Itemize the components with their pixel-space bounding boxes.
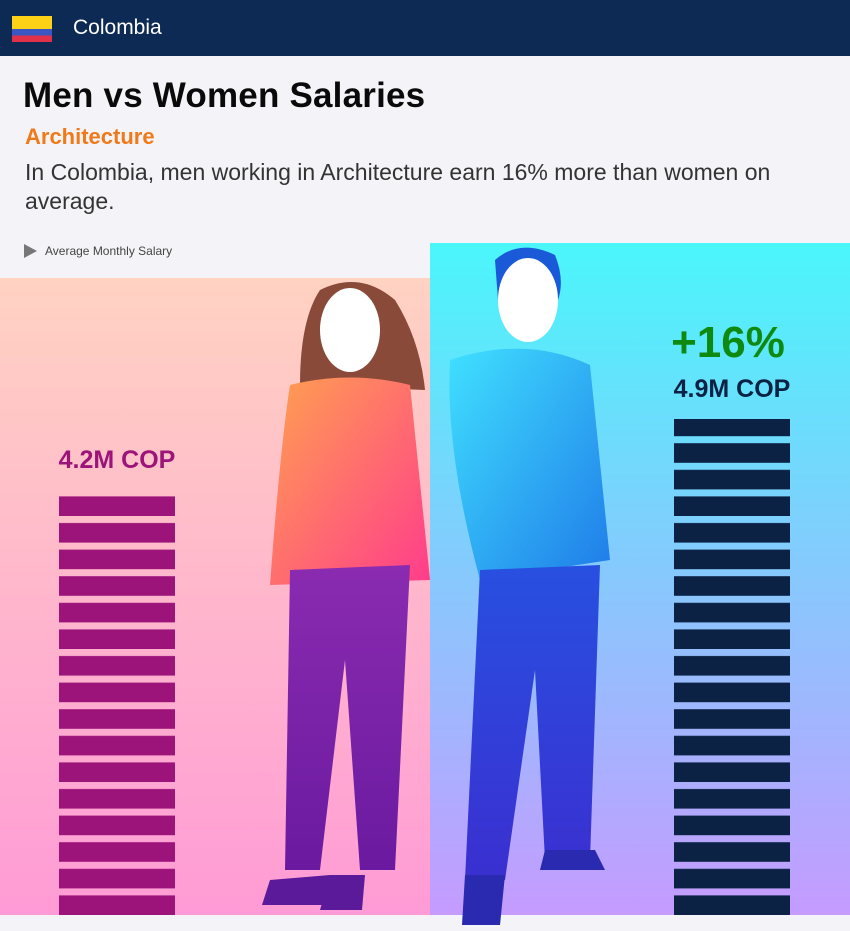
header: Colombia [0, 0, 850, 56]
bar [674, 419, 790, 915]
bar [59, 489, 175, 915]
legend: Average Monthly Salary [45, 244, 173, 258]
man-figure [449, 247, 610, 925]
flag [12, 16, 52, 42]
subtitle: Architecture [25, 124, 155, 149]
country: Colombia [73, 16, 162, 39]
annotation: +16% [671, 318, 785, 367]
value-label: 4.9M COP [674, 375, 791, 403]
description: In Colombia, men working in Architecture… [25, 159, 771, 214]
woman-figure [262, 282, 430, 910]
legend-icon [24, 244, 37, 258]
value-label: 4.2M COP [59, 446, 176, 474]
title: Men vs Women Salaries [23, 76, 426, 115]
